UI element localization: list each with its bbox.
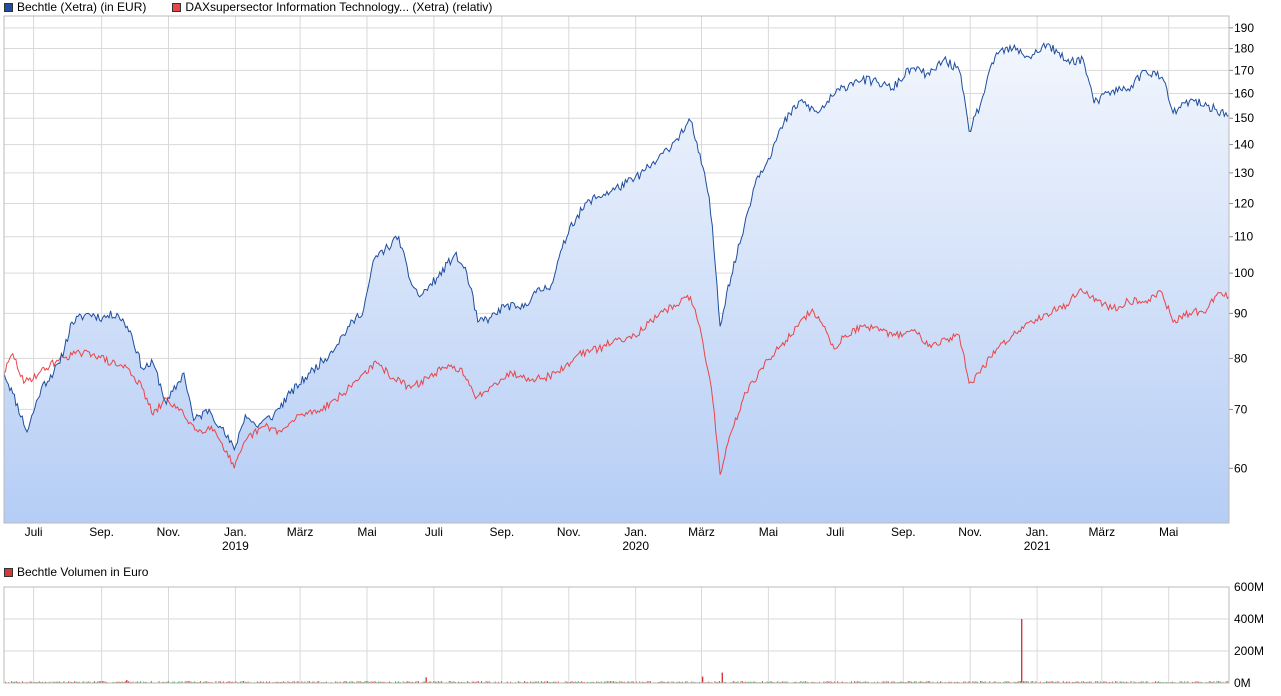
x-year-label: 2020: [622, 539, 649, 553]
y-tick-label: 180: [1234, 42, 1254, 56]
volume-y-tick-label: 200M: [1234, 644, 1264, 658]
legend-swatch-red: [172, 2, 182, 12]
x-tick-label: Sep.: [490, 525, 515, 539]
x-year-label: 2021: [1024, 539, 1051, 553]
x-tick-label: Sep.: [891, 525, 916, 539]
x-tick-label: März: [688, 525, 715, 539]
y-tick-label: 60: [1234, 461, 1248, 475]
chart-legend: Bechtle (Xetra) (in EUR) DAXsupersector …: [4, 0, 514, 14]
legend-swatch-volume: [4, 567, 13, 577]
main-frame: [3, 15, 1230, 524]
x-tick-label: März: [287, 525, 314, 539]
x-year-label: 2019: [222, 539, 249, 553]
y-tick-label: 170: [1234, 63, 1254, 77]
volume-grid: [4, 586, 1229, 684]
x-tick-label: Juli: [425, 525, 443, 539]
x-tick-label: Juli: [25, 525, 43, 539]
legend-item-bechtle: Bechtle (Xetra) (in EUR): [4, 0, 146, 14]
x-tick-label: Mai: [1159, 525, 1178, 539]
y-tick-label: 120: [1234, 196, 1254, 210]
volume-axis-labels: 0M 200M 400M 600M: [1234, 580, 1264, 690]
x-tick-label: Jan.: [1026, 525, 1049, 539]
main-plot-border: [3, 15, 1230, 524]
volume-frame: [3, 586, 1230, 684]
y-tick-label: 150: [1234, 111, 1254, 125]
y-axis-labels: 60 70 80 90 100 110 120 130 140 150 160 170 180 190: [1234, 21, 1254, 475]
y-tick-label: 190: [1234, 21, 1254, 35]
volume-y-tick-label: 0M: [1234, 676, 1251, 690]
x-tick-label: Mai: [759, 525, 778, 539]
y-tick-label: 80: [1234, 351, 1248, 365]
y-tick-label: 110: [1234, 230, 1253, 244]
x-tick-label: Mai: [357, 525, 376, 539]
bechtle-area-fill: [4, 43, 1229, 524]
legend-label-bechtle: Bechtle (Xetra) (in EUR): [17, 0, 147, 14]
legend-swatch-blue: [4, 2, 13, 12]
x-tick-label: März: [1088, 525, 1115, 539]
x-tick-label: Jan.: [624, 525, 647, 539]
volume-plot-border: [3, 586, 1230, 684]
legend-label-dax-it: DAXsupersector Information Technology...…: [185, 0, 493, 14]
volume-legend-label: Bechtle Volumen in Euro: [17, 565, 149, 579]
x-tick-label: Nov.: [157, 525, 181, 539]
y-tick-label: 130: [1234, 166, 1254, 180]
legend-item-dax-it: DAXsupersector Information Technology...…: [172, 0, 492, 14]
x-tick-label: Juli: [826, 525, 844, 539]
y-tick-label: 90: [1234, 306, 1248, 320]
x-tick-label: Sep.: [89, 525, 114, 539]
y-tick-label: 100: [1234, 266, 1254, 280]
y-tick-label: 70: [1234, 402, 1248, 416]
x-tick-label: Nov.: [557, 525, 581, 539]
y-tick-label: 140: [1234, 138, 1254, 152]
dax-it-line: [3, 287, 1230, 475]
volume-y-tick-label: 400M: [1234, 612, 1264, 626]
bechtle-line: [3, 42, 1230, 452]
y-tick-label: 160: [1234, 87, 1254, 101]
x-tick-label: Jan.: [224, 525, 247, 539]
volume-legend: Bechtle Volumen in Euro: [4, 565, 148, 579]
volume-y-tick-label: 600M: [1234, 580, 1264, 594]
x-tick-label: Nov.: [958, 525, 982, 539]
